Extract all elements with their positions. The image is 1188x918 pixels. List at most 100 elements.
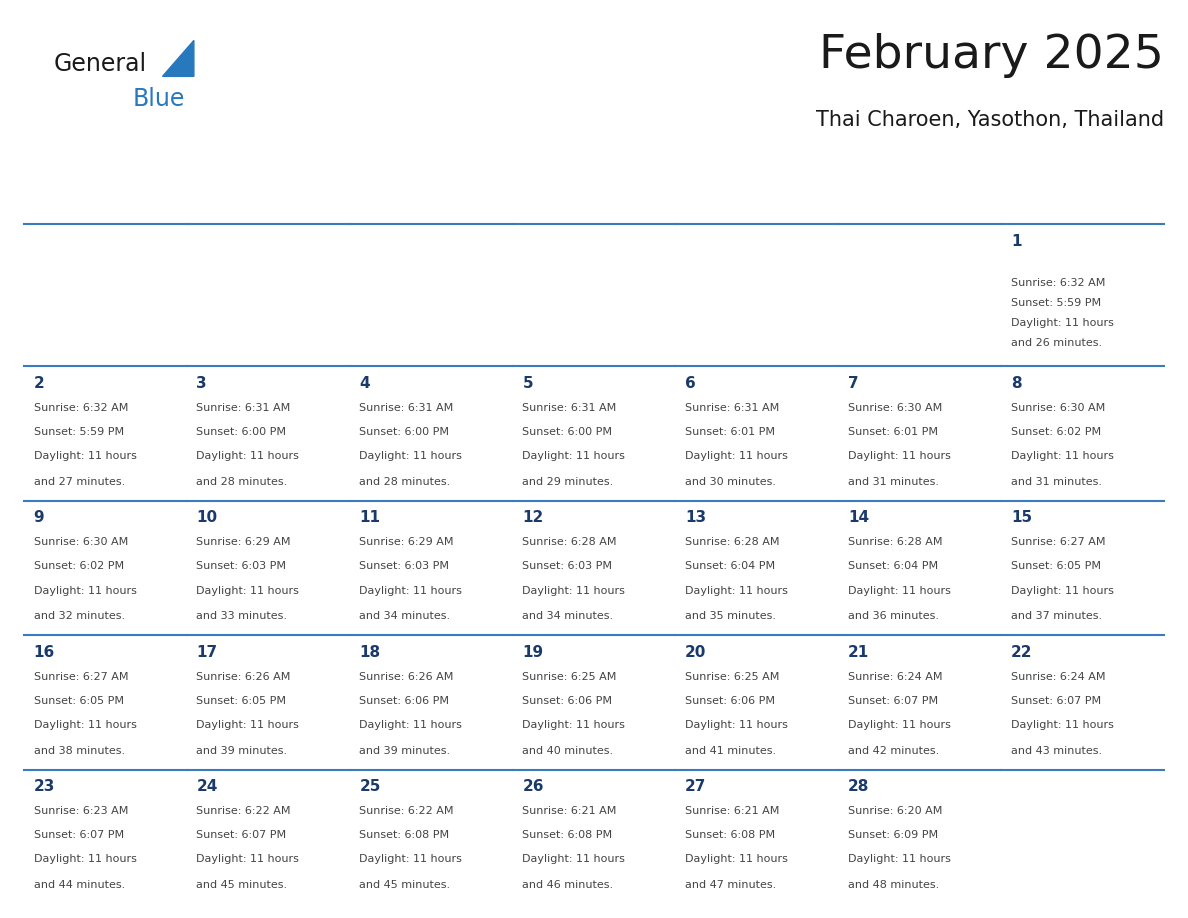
- Text: Sunset: 6:05 PM: Sunset: 6:05 PM: [196, 696, 286, 706]
- Text: Daylight: 11 hours: Daylight: 11 hours: [848, 586, 952, 596]
- Text: Daylight: 11 hours: Daylight: 11 hours: [196, 586, 299, 596]
- Text: February 2025: February 2025: [820, 33, 1164, 78]
- Text: 12: 12: [523, 510, 544, 525]
- Text: 22: 22: [1011, 644, 1032, 660]
- Text: Daylight: 11 hours: Daylight: 11 hours: [685, 451, 788, 461]
- Text: and 40 minutes.: and 40 minutes.: [523, 745, 613, 756]
- Text: Sunrise: 6:29 AM: Sunrise: 6:29 AM: [360, 537, 454, 547]
- Text: and 35 minutes.: and 35 minutes.: [685, 611, 776, 621]
- Text: Daylight: 11 hours: Daylight: 11 hours: [848, 451, 952, 461]
- Text: Sunrise: 6:21 AM: Sunrise: 6:21 AM: [685, 806, 779, 816]
- Text: Daylight: 11 hours: Daylight: 11 hours: [1011, 451, 1114, 461]
- Text: and 33 minutes.: and 33 minutes.: [196, 611, 287, 621]
- Text: 3: 3: [196, 375, 207, 391]
- Text: and 44 minutes.: and 44 minutes.: [33, 880, 125, 890]
- Text: Sunrise: 6:24 AM: Sunrise: 6:24 AM: [848, 672, 942, 681]
- Text: Daylight: 11 hours: Daylight: 11 hours: [33, 451, 137, 461]
- Text: 19: 19: [523, 644, 543, 660]
- Text: Daylight: 11 hours: Daylight: 11 hours: [360, 720, 462, 730]
- Text: Saturday: Saturday: [1012, 192, 1094, 207]
- Text: Sunset: 6:03 PM: Sunset: 6:03 PM: [360, 561, 449, 571]
- Text: and 43 minutes.: and 43 minutes.: [1011, 745, 1102, 756]
- Text: Daylight: 11 hours: Daylight: 11 hours: [848, 720, 952, 730]
- Text: and 30 minutes.: and 30 minutes.: [685, 476, 776, 487]
- Text: Sunset: 6:05 PM: Sunset: 6:05 PM: [1011, 561, 1101, 571]
- Text: Sunset: 6:07 PM: Sunset: 6:07 PM: [196, 830, 286, 840]
- Text: Daylight: 11 hours: Daylight: 11 hours: [523, 451, 625, 461]
- Text: Daylight: 11 hours: Daylight: 11 hours: [1011, 586, 1114, 596]
- Text: General: General: [53, 52, 146, 76]
- Text: Daylight: 11 hours: Daylight: 11 hours: [1011, 720, 1114, 730]
- Text: Sunrise: 6:31 AM: Sunrise: 6:31 AM: [196, 403, 291, 413]
- Text: Sunrise: 6:24 AM: Sunrise: 6:24 AM: [1011, 672, 1106, 681]
- Text: 18: 18: [360, 644, 380, 660]
- Text: 28: 28: [848, 779, 870, 794]
- Text: Friday: Friday: [849, 192, 905, 207]
- Text: Daylight: 11 hours: Daylight: 11 hours: [1011, 318, 1114, 328]
- Text: and 45 minutes.: and 45 minutes.: [360, 880, 450, 890]
- Text: and 47 minutes.: and 47 minutes.: [685, 880, 777, 890]
- Text: and 38 minutes.: and 38 minutes.: [33, 745, 125, 756]
- Text: Tuesday: Tuesday: [361, 192, 434, 207]
- Text: Daylight: 11 hours: Daylight: 11 hours: [523, 586, 625, 596]
- Text: Sunset: 6:00 PM: Sunset: 6:00 PM: [196, 427, 286, 437]
- Text: and 32 minutes.: and 32 minutes.: [33, 611, 125, 621]
- Text: Sunset: 5:59 PM: Sunset: 5:59 PM: [1011, 298, 1101, 308]
- Text: and 48 minutes.: and 48 minutes.: [848, 880, 940, 890]
- Text: 26: 26: [523, 779, 544, 794]
- Text: and 36 minutes.: and 36 minutes.: [848, 611, 940, 621]
- Text: Sunrise: 6:23 AM: Sunrise: 6:23 AM: [33, 806, 128, 816]
- Text: Sunset: 6:04 PM: Sunset: 6:04 PM: [685, 561, 776, 571]
- Text: Sunset: 6:09 PM: Sunset: 6:09 PM: [848, 830, 939, 840]
- Text: 6: 6: [685, 375, 696, 391]
- Text: Daylight: 11 hours: Daylight: 11 hours: [196, 451, 299, 461]
- Text: and 34 minutes.: and 34 minutes.: [523, 611, 613, 621]
- Text: 16: 16: [33, 644, 55, 660]
- Text: Sunrise: 6:28 AM: Sunrise: 6:28 AM: [848, 537, 942, 547]
- Text: Daylight: 11 hours: Daylight: 11 hours: [33, 855, 137, 865]
- Text: and 31 minutes.: and 31 minutes.: [848, 476, 940, 487]
- Text: 5: 5: [523, 375, 533, 391]
- Text: Sunset: 5:59 PM: Sunset: 5:59 PM: [33, 427, 124, 437]
- Text: Daylight: 11 hours: Daylight: 11 hours: [33, 586, 137, 596]
- Text: Sunset: 6:01 PM: Sunset: 6:01 PM: [685, 427, 776, 437]
- Text: and 39 minutes.: and 39 minutes.: [360, 745, 450, 756]
- Text: and 34 minutes.: and 34 minutes.: [360, 611, 450, 621]
- Text: Sunrise: 6:27 AM: Sunrise: 6:27 AM: [33, 672, 128, 681]
- Text: Sunday: Sunday: [36, 192, 102, 207]
- Text: Sunset: 6:08 PM: Sunset: 6:08 PM: [685, 830, 776, 840]
- Text: Daylight: 11 hours: Daylight: 11 hours: [685, 586, 788, 596]
- Text: Daylight: 11 hours: Daylight: 11 hours: [360, 586, 462, 596]
- Text: 4: 4: [360, 375, 369, 391]
- Text: Sunset: 6:00 PM: Sunset: 6:00 PM: [523, 427, 612, 437]
- Text: Sunrise: 6:27 AM: Sunrise: 6:27 AM: [1011, 537, 1106, 547]
- Text: 17: 17: [196, 644, 217, 660]
- Text: Sunrise: 6:22 AM: Sunrise: 6:22 AM: [360, 806, 454, 816]
- Text: 24: 24: [196, 779, 217, 794]
- Text: 2: 2: [33, 375, 44, 391]
- Polygon shape: [163, 40, 194, 76]
- Text: Sunrise: 6:30 AM: Sunrise: 6:30 AM: [1011, 403, 1105, 413]
- Text: and 41 minutes.: and 41 minutes.: [685, 745, 777, 756]
- Text: Sunrise: 6:31 AM: Sunrise: 6:31 AM: [360, 403, 454, 413]
- Text: and 28 minutes.: and 28 minutes.: [360, 476, 450, 487]
- Text: Sunrise: 6:30 AM: Sunrise: 6:30 AM: [848, 403, 942, 413]
- Text: Sunrise: 6:32 AM: Sunrise: 6:32 AM: [33, 403, 128, 413]
- Text: 25: 25: [360, 779, 381, 794]
- Text: and 39 minutes.: and 39 minutes.: [196, 745, 287, 756]
- Text: Sunrise: 6:26 AM: Sunrise: 6:26 AM: [196, 672, 291, 681]
- Text: Daylight: 11 hours: Daylight: 11 hours: [360, 855, 462, 865]
- Text: 23: 23: [33, 779, 55, 794]
- Text: Thursday: Thursday: [687, 192, 770, 207]
- Text: Sunrise: 6:22 AM: Sunrise: 6:22 AM: [196, 806, 291, 816]
- Text: and 29 minutes.: and 29 minutes.: [523, 476, 613, 487]
- Text: Sunset: 6:07 PM: Sunset: 6:07 PM: [848, 696, 939, 706]
- Text: Sunset: 6:02 PM: Sunset: 6:02 PM: [1011, 427, 1101, 437]
- Text: Daylight: 11 hours: Daylight: 11 hours: [360, 451, 462, 461]
- Text: Sunrise: 6:31 AM: Sunrise: 6:31 AM: [523, 403, 617, 413]
- Text: Sunset: 6:05 PM: Sunset: 6:05 PM: [33, 696, 124, 706]
- Text: and 42 minutes.: and 42 minutes.: [848, 745, 940, 756]
- Text: Sunrise: 6:26 AM: Sunrise: 6:26 AM: [360, 672, 454, 681]
- Text: 8: 8: [1011, 375, 1022, 391]
- Text: Sunrise: 6:20 AM: Sunrise: 6:20 AM: [848, 806, 942, 816]
